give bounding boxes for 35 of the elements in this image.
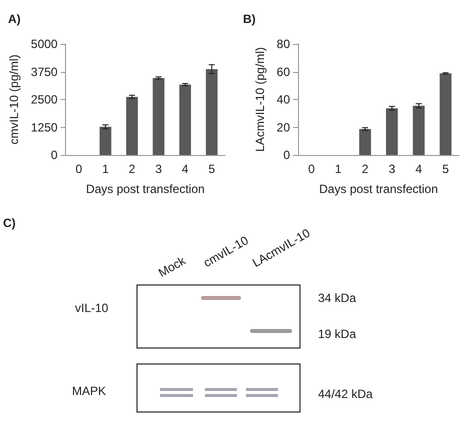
x-tick-label: 2 <box>128 162 136 176</box>
x-tick-label: 1 <box>102 162 110 176</box>
chart-title: B) <box>243 12 256 26</box>
y-tick-label: 40 <box>276 92 290 106</box>
x-axis-title: Days post transfection <box>319 182 438 196</box>
x-tick-label: 5 <box>442 162 450 176</box>
y-tick-label: 80 <box>276 37 290 51</box>
x-tick-label: 4 <box>182 162 189 176</box>
text: Mock <box>156 254 188 280</box>
y-tick-label: 3750 <box>30 64 58 79</box>
text: 34 kDa <box>318 291 356 305</box>
y-tick-label: 5000 <box>30 37 58 51</box>
text: 44/42 kDa <box>318 387 373 401</box>
x-tick-label: 1 <box>334 162 342 176</box>
x-tick-label: 3 <box>155 162 162 176</box>
y-axis-title: cmvIL-10 (pg/ml) <box>7 54 21 145</box>
y-axis-title: LAcmvIL-10 (pg/ml) <box>252 47 267 152</box>
y-tick-label: 60 <box>276 64 290 79</box>
x-tick-label: 0 <box>308 162 316 176</box>
y-tick-label: 0 <box>283 148 290 162</box>
x-tick-label: 3 <box>388 162 396 176</box>
x-tick-label: 0 <box>76 162 83 176</box>
y-tick-label: 20 <box>276 120 290 134</box>
text: MAPK <box>72 384 106 398</box>
y-tick-label: 1250 <box>30 120 58 134</box>
x-axis-title: Days post transfection <box>86 182 205 196</box>
text: C) <box>3 216 16 230</box>
chart-title: A) <box>8 12 21 26</box>
x-tick-label: 5 <box>208 162 216 176</box>
x-tick-label: 4 <box>415 162 422 176</box>
text: 19 kDa <box>318 327 356 341</box>
y-tick-label: 0 <box>50 148 58 162</box>
x-tick-label: 2 <box>362 162 369 176</box>
y-tick-label: 2500 <box>30 92 58 106</box>
text: vIL-10 <box>75 301 108 315</box>
